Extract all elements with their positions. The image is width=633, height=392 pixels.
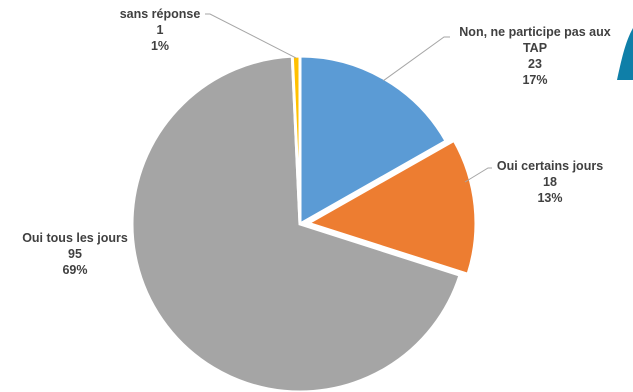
slice-non-participe (298, 54, 449, 227)
label-non-participe: Non, ne participe pas aux TAP 23 17% (459, 25, 611, 87)
leader-line-sans-reponse (205, 13, 297, 59)
label-sans-reponse: sans réponse 1 1% (119, 7, 201, 53)
leader-line-non-participe (383, 36, 450, 81)
label-oui-tous-les-jours: Oui tous les jours 95 69% (22, 231, 128, 277)
decorative-shape (617, 28, 633, 80)
leader-line-oui-certains-jours (464, 167, 492, 183)
slice-oui-certains-jours (304, 138, 478, 277)
label-oui-certains-jours: Oui certains jours 18 13% (496, 159, 604, 205)
slice-oui-tous-les-jours (130, 54, 462, 392)
